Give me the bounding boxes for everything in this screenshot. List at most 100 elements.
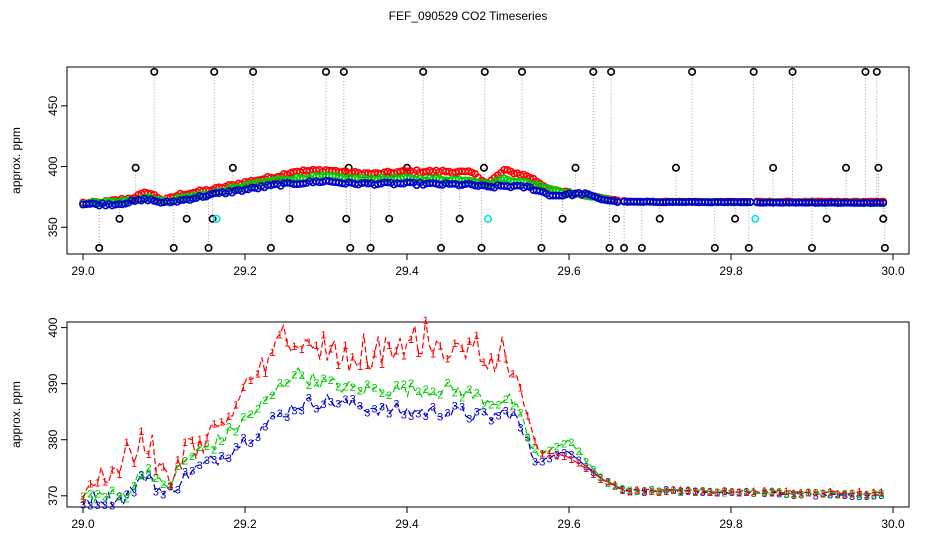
series-marker-1: 1 [495, 352, 501, 364]
outlier-point [688, 67, 697, 76]
series-marker-1: 1 [153, 466, 159, 478]
series-marker-1: 1 [226, 411, 232, 423]
series-marker-1: 1 [408, 334, 414, 346]
series-marker-2: 2 [856, 489, 862, 501]
x-tick-label: 29.4 [395, 517, 419, 531]
series-marker-3: 3 [109, 501, 115, 513]
series-marker-1: 1 [299, 344, 305, 356]
series-marker-1: 1 [707, 487, 713, 499]
series-marker-1: 1 [656, 487, 662, 499]
outlier-point [249, 67, 258, 76]
plot-frame-1 [66, 66, 910, 255]
series-marker-3: 3 [350, 394, 356, 406]
series-marker-3: 3 [313, 403, 319, 415]
series-marker-2: 2 [138, 471, 144, 483]
series-marker-2: 2 [707, 487, 713, 499]
series-marker-3: 3 [153, 486, 159, 498]
series-marker-1: 1 [393, 346, 399, 358]
series-marker-1: 1 [670, 485, 676, 497]
series-marker-1: 1 [357, 361, 363, 373]
series-marker-1: 1 [539, 448, 545, 460]
x-tick-label: 29.8 [719, 264, 743, 278]
series-marker-3: 3 [517, 422, 523, 434]
series-marker-2: 2 [262, 395, 268, 407]
series-marker-1: 1 [503, 353, 509, 365]
series-marker-1: 1 [182, 437, 188, 449]
series-marker-2: 2 [277, 378, 283, 390]
series-marker-3: 3 [827, 489, 833, 501]
series-marker-1: 1 [481, 357, 487, 369]
series-marker-3: 3 [124, 489, 130, 501]
series-marker-2: 2 [488, 400, 494, 412]
series-marker-2: 2 [495, 400, 501, 412]
series-marker-3: 3 [328, 397, 334, 409]
series-marker-2: 2 [379, 388, 385, 400]
outlier-point [710, 243, 719, 252]
series-marker-2: 2 [226, 422, 232, 434]
series-marker-2: 2 [299, 370, 305, 382]
series-marker-2: 2 [554, 441, 560, 453]
data-point-series-3 [743, 198, 752, 207]
series-marker-1: 1 [820, 489, 826, 501]
series-marker-1: 1 [255, 369, 261, 381]
series-marker-1: 1 [240, 382, 246, 394]
series-marker-3: 3 [262, 422, 268, 434]
series-marker-2: 2 [131, 481, 137, 493]
series-marker-3: 3 [641, 487, 647, 499]
outlier-point [366, 243, 375, 252]
outlier-point [879, 214, 888, 223]
outlier-point [607, 67, 616, 76]
series-marker-1: 1 [277, 329, 283, 341]
series-marker-3: 3 [437, 411, 443, 423]
series-marker-3: 3 [444, 407, 450, 419]
outlier-point [611, 214, 620, 223]
series-marker-2: 2 [269, 390, 275, 402]
outlier-point [788, 67, 797, 76]
series-marker-1: 1 [864, 489, 870, 501]
series-marker-2: 2 [189, 451, 195, 463]
x-tick-label: 30.0 [881, 517, 905, 531]
series-marker-1: 1 [827, 486, 833, 498]
outlier-point [204, 243, 213, 252]
outlier-point [339, 67, 348, 76]
series-marker-1: 1 [197, 434, 203, 446]
series-marker-3: 3 [561, 447, 567, 459]
x-tick-label: 29.2 [233, 517, 257, 531]
series-marker-3: 3 [357, 401, 363, 413]
series-marker-2: 2 [546, 445, 552, 457]
series-marker-1: 1 [762, 486, 768, 498]
series-marker-2: 2 [517, 408, 523, 420]
outlier-point [671, 163, 680, 172]
series-marker-1: 1 [736, 487, 742, 499]
series-marker-2: 2 [218, 436, 224, 448]
series-marker-1: 1 [525, 411, 531, 423]
series-marker-3: 3 [218, 450, 224, 462]
series-marker-3: 3 [364, 407, 370, 419]
series-marker-3: 3 [488, 416, 494, 428]
series-marker-2: 2 [598, 472, 604, 484]
series-marker-1: 1 [769, 487, 775, 499]
series-marker-2: 2 [364, 379, 370, 391]
series-marker-3: 3 [393, 399, 399, 411]
series-marker-2: 2 [510, 400, 516, 412]
series-marker-1: 1 [160, 461, 166, 473]
series-group-1 [79, 67, 889, 252]
series-marker-1: 1 [444, 354, 450, 366]
series-marker-3: 3 [423, 411, 429, 423]
flagged-point [212, 214, 221, 223]
series-marker-1: 1 [321, 330, 327, 342]
outlier-point [571, 163, 580, 172]
series-marker-1: 1 [834, 489, 840, 501]
series-marker-2: 2 [284, 377, 290, 389]
outlier-point [115, 214, 124, 223]
series-marker-1: 1 [379, 359, 385, 371]
series-marker-1: 1 [532, 436, 538, 448]
series-marker-1: 1 [87, 478, 93, 490]
series-marker-2: 2 [350, 382, 356, 394]
series-marker-2: 2 [102, 492, 108, 504]
series-marker-2: 2 [568, 437, 574, 449]
outlier-point [518, 67, 527, 76]
y-tick-label: 400 [46, 156, 60, 176]
series-marker-2: 2 [751, 487, 757, 499]
